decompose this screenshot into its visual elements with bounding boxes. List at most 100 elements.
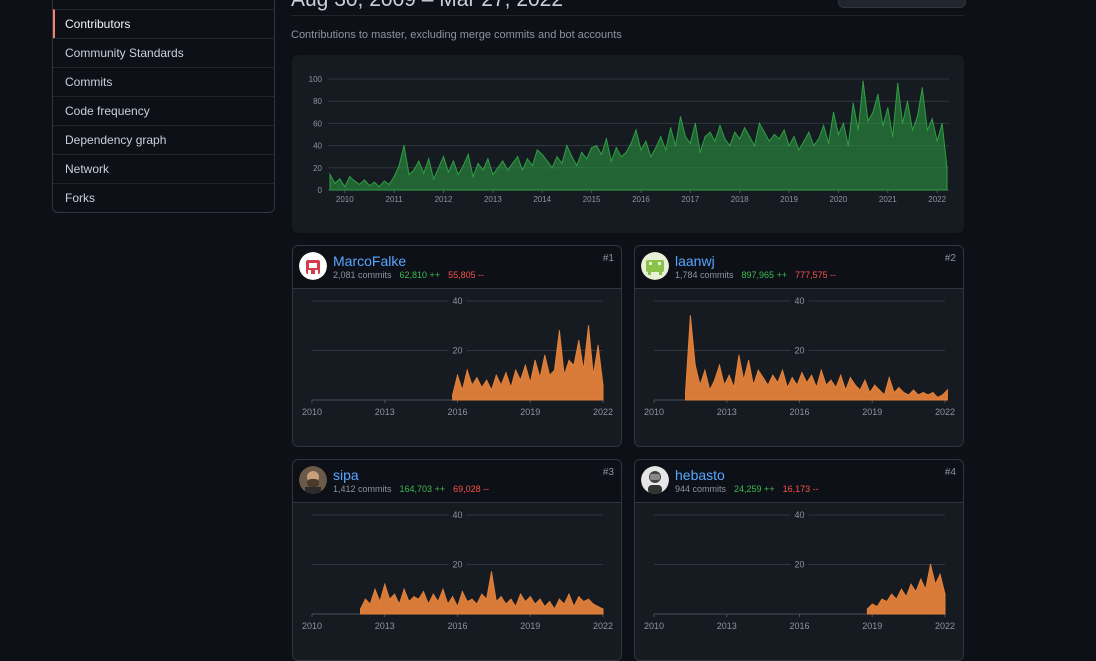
data-point <box>748 359 750 361</box>
x-tick-label: 2018 <box>731 195 749 204</box>
data-point <box>524 601 526 603</box>
deletions-count: 69,028 -- <box>453 484 490 494</box>
data-point <box>778 138 780 140</box>
avatar[interactable] <box>641 466 669 494</box>
contributor-stats: 1,784 commits 897,965 ++ 777,575 -- <box>675 270 836 280</box>
data-point <box>529 596 531 598</box>
sidebar-item-code-frequency[interactable]: Code frequency <box>53 96 274 125</box>
contributor-card-header: hebasto 944 commits 24,259 ++ 16,173 -- #4 <box>635 460 963 503</box>
data-point <box>823 125 825 127</box>
commit-count: 944 commits <box>675 484 727 494</box>
data-point <box>832 111 835 113</box>
data-point <box>718 364 721 366</box>
insights-sidebar: Contributors Community Standards Commits… <box>52 0 275 213</box>
data-point <box>413 596 415 598</box>
x-tick-label: 2019 <box>520 621 540 631</box>
contributor-chart: 20 40 2010 2013 2016 2019 2022 <box>293 503 621 660</box>
data-point <box>630 142 632 144</box>
data-point <box>597 344 599 347</box>
data-point <box>758 122 760 124</box>
data-point <box>820 369 822 371</box>
data-point <box>905 596 907 598</box>
data-point <box>749 136 751 138</box>
data-point <box>798 149 800 151</box>
data-point <box>408 173 410 176</box>
y-tick-label: 0 <box>318 186 323 195</box>
data-point <box>510 387 512 389</box>
data-point <box>591 147 593 149</box>
data-point <box>724 138 726 140</box>
y-tick-label: 20 <box>452 346 462 356</box>
data-point <box>418 160 420 162</box>
data-point <box>882 125 884 127</box>
y-tick-label: 40 <box>794 296 804 306</box>
data-point <box>650 156 652 158</box>
contributor-name-link[interactable]: laanwj <box>675 253 715 269</box>
data-point <box>917 394 919 396</box>
deletions-count: 16,173 -- <box>782 484 819 494</box>
data-point <box>684 392 687 394</box>
y-tick-label-bg <box>790 558 809 570</box>
data-point <box>920 578 922 580</box>
data-point <box>781 369 784 371</box>
sidebar-item-community-standards[interactable]: Community Standards <box>53 38 274 67</box>
data-point <box>492 173 494 176</box>
contributor-card-header: sipa 1,412 commits 164,703 ++ 69,028 -- #3 <box>293 460 621 503</box>
data-point <box>388 183 390 185</box>
contributions-overview-chart[interactable]: 0 20 40 60 80 100 2010 2011 2012 2013 2014 2015 2016… <box>292 55 964 233</box>
avatar[interactable] <box>299 466 327 494</box>
data-point <box>635 129 637 131</box>
data-point <box>925 588 927 590</box>
data-point <box>563 603 565 605</box>
contributor-name-link[interactable]: MarcoFalke <box>333 253 407 269</box>
data-point <box>583 369 585 371</box>
avatar[interactable] <box>299 252 327 280</box>
data-point <box>944 593 946 595</box>
contributor-chart: 20 40 2010 2013 2016 2019 2022 <box>293 289 621 446</box>
series-area <box>329 81 948 191</box>
data-point <box>403 588 405 590</box>
data-point <box>734 131 736 133</box>
sidebar-item-network[interactable]: Network <box>53 154 274 183</box>
data-point <box>403 145 405 147</box>
avatar[interactable] <box>641 252 669 280</box>
x-tick-label: 2016 <box>447 621 467 631</box>
contributor-name-link[interactable]: sipa <box>333 467 359 483</box>
sidebar-item-forks[interactable]: Forks <box>53 183 274 212</box>
data-point <box>374 588 376 590</box>
data-point <box>837 133 840 136</box>
data-point <box>835 387 837 389</box>
x-tick-label: 2014 <box>533 195 551 204</box>
data-point <box>558 598 560 600</box>
sidebar-item-contributors[interactable]: Contributors <box>53 9 274 38</box>
data-point <box>660 136 662 138</box>
contributor-card: MarcoFalke 2,081 commits 62,810 ++ 55,805 … <box>292 245 622 447</box>
date-range-heading: Aug 30, 2009 – Mar 27, 2022 <box>291 0 563 12</box>
data-point <box>911 129 914 131</box>
data-point <box>699 384 701 386</box>
data-point <box>487 158 489 160</box>
data-point <box>576 165 578 167</box>
data-point <box>461 389 463 391</box>
data-point <box>476 603 478 605</box>
period-filter-button[interactable] <box>838 0 966 8</box>
data-point <box>866 608 868 610</box>
data-point <box>442 156 445 158</box>
contributor-name-link[interactable]: hebasto <box>675 467 725 483</box>
sidebar-item-dependency-graph[interactable]: Dependency graph <box>53 125 274 154</box>
data-point <box>592 374 594 376</box>
data-point <box>339 178 341 180</box>
data-point <box>427 603 429 605</box>
data-point <box>610 160 612 162</box>
x-tick-label: 2016 <box>789 621 809 631</box>
sidebar-item-commits[interactable]: Commits <box>53 67 274 96</box>
data-point <box>903 392 905 394</box>
y-tick-label: 60 <box>313 119 322 128</box>
data-point <box>793 136 795 138</box>
data-point <box>517 156 519 158</box>
data-point <box>847 145 849 147</box>
x-tick-label: 2013 <box>375 407 395 417</box>
contributor-stats: 1,412 commits 164,703 ++ 69,028 -- <box>333 484 489 494</box>
data-point <box>551 167 553 169</box>
data-point <box>510 598 512 600</box>
